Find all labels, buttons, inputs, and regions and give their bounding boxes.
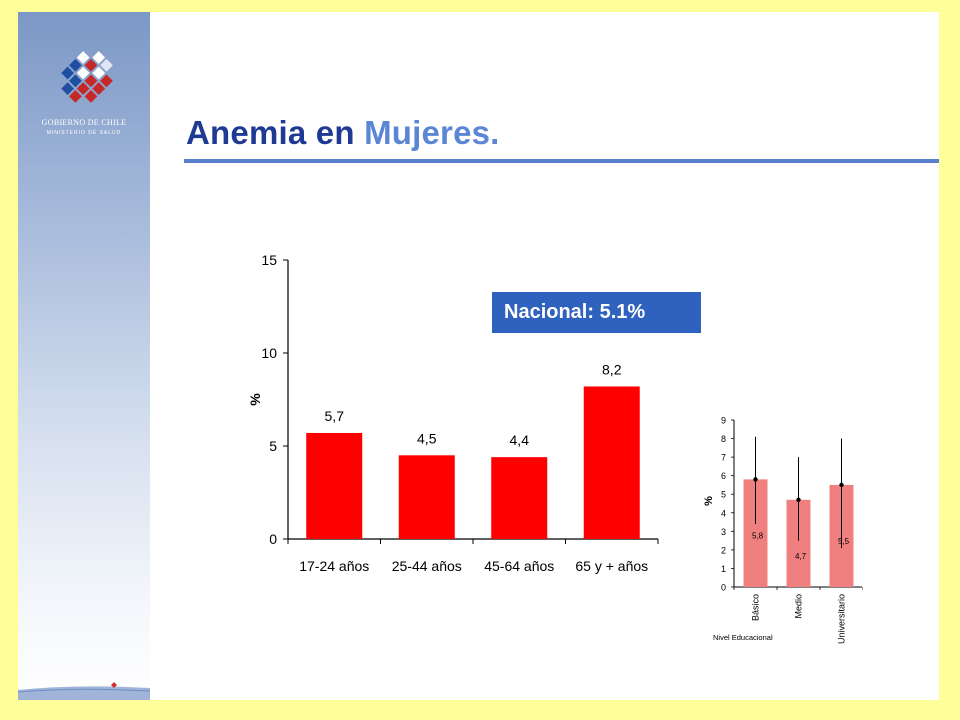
age-group-bar-chart: 0 5 10 15% 5,7 17-24 años 4,5 25-44 años 4,4 45-6… bbox=[247, 252, 659, 574]
y-tick-label: 3 bbox=[721, 527, 726, 537]
slide: GOBIERNO DE CHILE MINISTERIO DE SALUD An… bbox=[18, 12, 939, 700]
mean-point bbox=[796, 497, 801, 502]
bar-value-label: 8,2 bbox=[602, 361, 622, 377]
x-axis-label: Nivel Educacional bbox=[713, 633, 773, 642]
education-level-bar-chart: 0 1 2 3 4 5 6 7 8 9% 5,8 Básico 4,7 Medio 5,5 Universit… bbox=[703, 416, 863, 644]
org-name: GOBIERNO DE CHILE bbox=[41, 118, 127, 127]
x-tick-label: 17-24 años bbox=[299, 558, 369, 574]
bar-value-label: 5,8 bbox=[752, 531, 764, 540]
x-tick-label: Básico bbox=[751, 594, 761, 621]
y-tick-label: 5 bbox=[269, 438, 277, 454]
x-tick-label: 65 y + años bbox=[575, 558, 648, 574]
title-underline bbox=[184, 159, 939, 163]
footer-decoration-icon bbox=[18, 682, 150, 700]
title-text: Anemia en bbox=[186, 114, 355, 151]
slide-title: Anemia en Mujeres. bbox=[186, 114, 500, 152]
mean-point bbox=[753, 477, 758, 482]
y-axis-label: % bbox=[247, 393, 263, 406]
bar bbox=[583, 386, 640, 539]
sidebar-banner: GOBIERNO DE CHILE MINISTERIO DE SALUD bbox=[18, 12, 150, 700]
y-tick-label: 2 bbox=[721, 545, 726, 555]
y-tick-label: 6 bbox=[721, 471, 726, 481]
bar-value-label: 5,7 bbox=[325, 408, 345, 424]
y-tick-label: 5 bbox=[721, 490, 726, 500]
bar bbox=[306, 432, 363, 539]
y-tick-label: 7 bbox=[721, 453, 726, 463]
y-tick-label: 0 bbox=[269, 531, 277, 547]
y-tick-label: 4 bbox=[721, 508, 726, 518]
x-tick-label: Medio bbox=[794, 594, 804, 619]
bar-value-label: 4,5 bbox=[417, 430, 437, 446]
bar bbox=[398, 455, 455, 539]
org-subtitle: MINISTERIO DE SALUD bbox=[46, 130, 122, 136]
y-tick-label: 0 bbox=[721, 583, 726, 593]
bar bbox=[491, 457, 548, 539]
x-tick-label: 25-44 años bbox=[392, 558, 462, 574]
y-tick-label: 8 bbox=[721, 434, 726, 444]
x-tick-label: Universitario bbox=[837, 594, 847, 644]
y-tick-label: 10 bbox=[261, 345, 277, 361]
mean-point bbox=[839, 482, 844, 488]
bar-value-label: 5,5 bbox=[838, 537, 850, 546]
bar-value-label: 4,7 bbox=[795, 552, 807, 561]
bar-value-label: 4,4 bbox=[510, 432, 530, 448]
title-accent-text: Mujeres. bbox=[364, 114, 500, 151]
government-logo-icon bbox=[61, 51, 113, 103]
y-tick-label: 9 bbox=[721, 416, 726, 426]
y-tick-label: 15 bbox=[261, 252, 277, 268]
national-rate-badge: Nacional: 5.1% bbox=[492, 292, 701, 333]
y-tick-label: 1 bbox=[721, 564, 726, 574]
y-axis-label: % bbox=[703, 496, 715, 506]
x-tick-label: 45-64 años bbox=[484, 558, 554, 574]
